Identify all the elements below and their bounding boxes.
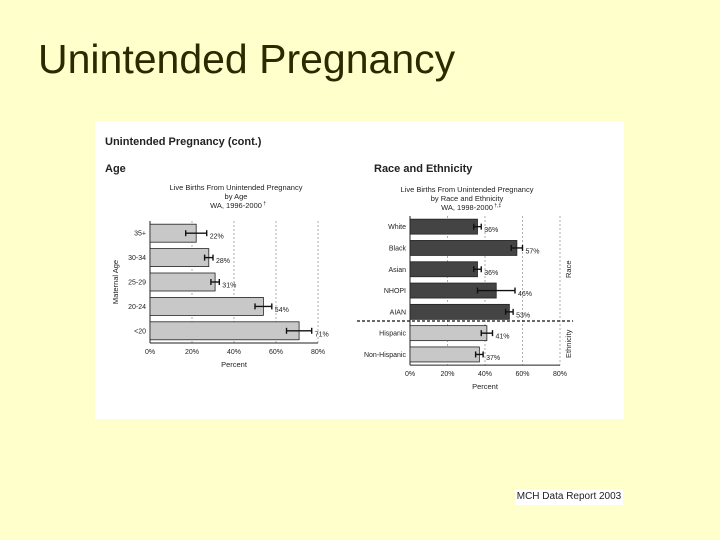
age-category-label: <20 [134,328,146,335]
age-x-label: Percent [221,360,248,369]
age-bar [149,272,216,292]
race-category-label: AIAN [390,309,406,316]
race-tick-label: 20% [440,371,454,378]
race-tick-label: 40% [478,371,492,378]
age-tick-label: 40% [227,349,241,356]
age-title-line: by Age [225,192,248,201]
age-value-label: 54% [275,307,289,314]
race-bar [409,325,488,342]
age-tick-label: 80% [311,349,325,356]
age-y-label: Maternal Age [111,260,120,304]
race-value-label: 36% [484,270,498,277]
age-title-line: WA, 1996-2000 [210,201,262,210]
race-chart: Live Births From Unintended Pregnancyby … [357,185,573,391]
age-title-line: Live Births From Unintended Pregnancy [170,183,303,192]
race-group-label: Race [564,260,573,278]
race-category-label: NHOPI [384,288,406,295]
race-bar [409,218,478,235]
race-bar [409,303,510,320]
age-value-label: 28% [216,258,230,265]
race-category-label: Asian [388,267,406,274]
race-value-label: 41% [496,334,510,341]
age-bar [149,296,264,316]
age-chart: Live Births From Unintended Pregnancyby … [111,183,329,369]
age-tick-label: 20% [185,349,199,356]
race-category-label: Black [389,245,407,252]
race-value-label: 36% [484,227,498,234]
age-title-mark: † [263,201,266,207]
figure-svg: Unintended Pregnancy (cont.) Age Race an… [105,136,573,391]
race-bar [409,261,478,278]
race-value-label: 53% [516,312,530,319]
race-tick-label: 60% [515,371,529,378]
race-bar [409,240,518,256]
age-value-label: 71% [315,331,329,338]
race-title-line: by Race and Ethnicity [431,194,504,203]
race-category-label: White [388,224,406,231]
race-value-label: 57% [526,248,540,255]
age-category-label: 35+ [134,231,146,238]
race-title-line: WA, 1998-2000 [441,203,493,212]
race-heading: Race and Ethnicity [374,163,473,175]
race-category-label: Hispanic [379,331,406,338]
age-bar [149,248,210,267]
age-value-label: 22% [210,234,224,241]
age-value-label: 31% [222,283,236,290]
race-value-label: 46% [518,291,532,298]
figure-panel: Unintended Pregnancy (cont.) Age Race an… [95,121,624,419]
race-bar [409,346,480,363]
ethnicity-group-label: Ethnicity [564,329,573,358]
race-x-label: Percent [472,382,499,391]
age-category-label: 25-29 [128,280,146,287]
age-category-label: 30-34 [128,255,146,262]
race-category-label: Non-Hispanic [364,352,407,359]
race-title-mark: †,‡ [494,203,501,209]
panel-header: Unintended Pregnancy (cont.) [105,136,262,148]
age-heading: Age [105,163,126,175]
race-tick-label: 0% [405,371,415,378]
slide-title: Unintended Pregnancy [38,36,456,82]
age-tick-label: 0% [145,349,155,356]
race-value-label: 37% [486,355,500,362]
age-category-label: 20-24 [128,304,146,311]
source-note: MCH Data Report 2003 [515,489,623,505]
age-bar [149,321,300,341]
race-title-line: Live Births From Unintended Pregnancy [401,185,534,194]
race-tick-label: 80% [553,371,567,378]
age-tick-label: 60% [269,349,283,356]
